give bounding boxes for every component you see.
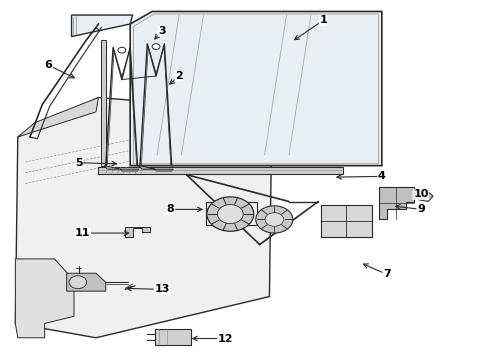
Text: 6: 6	[45, 60, 52, 70]
Circle shape	[69, 276, 87, 289]
Text: 8: 8	[167, 204, 174, 215]
Text: 11: 11	[75, 228, 91, 238]
Text: 7: 7	[383, 269, 391, 279]
Polygon shape	[155, 329, 191, 345]
Circle shape	[152, 44, 160, 49]
Text: 12: 12	[218, 333, 233, 343]
Polygon shape	[15, 259, 74, 338]
Text: 9: 9	[417, 204, 425, 215]
Polygon shape	[101, 40, 106, 166]
Text: 4: 4	[378, 171, 386, 181]
Circle shape	[207, 197, 254, 231]
Text: 5: 5	[75, 158, 83, 168]
Circle shape	[256, 206, 293, 233]
Polygon shape	[379, 187, 414, 220]
Polygon shape	[139, 166, 173, 171]
Circle shape	[218, 204, 243, 224]
Text: 10: 10	[413, 189, 429, 199]
Text: 13: 13	[154, 284, 170, 294]
Polygon shape	[104, 166, 139, 171]
Polygon shape	[130, 12, 382, 166]
Circle shape	[118, 47, 126, 53]
Polygon shape	[15, 98, 272, 338]
Text: 2: 2	[175, 71, 183, 81]
Polygon shape	[72, 15, 133, 37]
Polygon shape	[417, 190, 433, 202]
Text: 3: 3	[158, 26, 166, 36]
Polygon shape	[67, 273, 106, 291]
Polygon shape	[98, 167, 343, 174]
Polygon shape	[18, 98, 98, 137]
Text: 1: 1	[319, 15, 327, 26]
Circle shape	[265, 213, 284, 226]
Polygon shape	[125, 226, 150, 237]
Polygon shape	[321, 205, 372, 237]
